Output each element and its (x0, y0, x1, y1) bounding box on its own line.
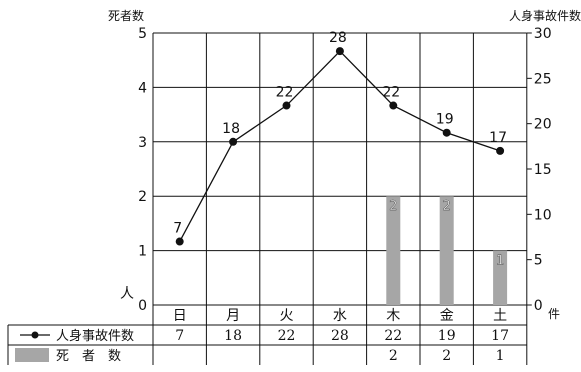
right-tick-label: 10 (534, 207, 552, 223)
table-cell: 17 (491, 328, 509, 344)
right-tick-label: 0 (534, 298, 543, 314)
death-bar (493, 250, 508, 305)
x-category-label: 金 (440, 308, 454, 324)
death-bar-label: 2 (443, 199, 451, 214)
table-cell: 1 (496, 348, 505, 364)
accident-point-label: 22 (276, 85, 294, 101)
left-tick-label: 4 (138, 80, 147, 96)
right-tick-label: 20 (534, 117, 552, 133)
right-tick-label: 5 (534, 253, 543, 269)
death-bar (439, 196, 454, 305)
right-axis-unit: 件 (548, 307, 560, 321)
left-axis-ticks: 0 1 2 3 4 5 (138, 26, 147, 314)
accident-point (335, 47, 344, 56)
left-tick-label: 1 (138, 244, 147, 260)
table-cell: 18 (224, 328, 242, 344)
left-axis-unit: 人 (120, 286, 134, 302)
accident-point (229, 137, 238, 146)
x-category-label: 土 (493, 308, 507, 324)
legend-bar-name: 死 者 数 (56, 349, 121, 364)
left-axis-title: 死者数 (108, 8, 144, 23)
right-tick-label: 30 (534, 26, 552, 42)
x-category-label: 木 (386, 308, 400, 324)
x-axis-categories: 日月火水木金土 (173, 308, 507, 324)
accident-point (442, 128, 451, 137)
accident-point-label: 18 (222, 121, 240, 137)
right-tick-label: 25 (534, 71, 552, 87)
x-category-label: 火 (280, 308, 294, 324)
left-tick-label: 0 (138, 298, 147, 314)
x-category-label: 日 (173, 308, 187, 324)
accident-point (389, 101, 398, 110)
left-tick-label: 5 (138, 26, 147, 42)
right-tick-label: 15 (534, 162, 552, 178)
accident-point-label: 19 (436, 112, 454, 128)
table-cell: 7 (175, 328, 184, 344)
table-cell: 19 (438, 328, 456, 344)
table-cell: 2 (389, 348, 398, 364)
right-axis-title: 人身事故件数 (509, 8, 581, 23)
left-tick-label: 2 (138, 189, 147, 205)
death-bar-label: 1 (496, 254, 504, 269)
accident-point-label: 28 (329, 30, 347, 46)
accident-point-label: 17 (489, 130, 507, 146)
accident-point-label: 7 (173, 221, 182, 237)
death-bar-label: 2 (389, 199, 397, 214)
left-tick-label: 3 (138, 135, 147, 151)
x-category-label: 月 (226, 308, 240, 324)
accident-point (496, 146, 505, 155)
table-cell: 22 (384, 328, 402, 344)
table-cell: 2 (442, 348, 451, 364)
right-axis-ticks: 0 5 10 15 20 25 30 (526, 26, 552, 314)
plot-grid (152, 32, 528, 325)
legend-bar-swatch (15, 348, 49, 362)
table-cell: 22 (278, 328, 296, 344)
accident-point (282, 101, 291, 110)
death-bars: 2 2 1 (386, 196, 508, 305)
accident-point-label: 22 (382, 85, 400, 101)
death-bar (386, 196, 401, 305)
legend-line-marker (31, 331, 39, 339)
legend-line-name: 人身事故件数 (56, 328, 134, 344)
table-cell: 28 (331, 328, 349, 344)
accident-point (175, 237, 184, 246)
x-category-label: 水 (333, 308, 347, 324)
